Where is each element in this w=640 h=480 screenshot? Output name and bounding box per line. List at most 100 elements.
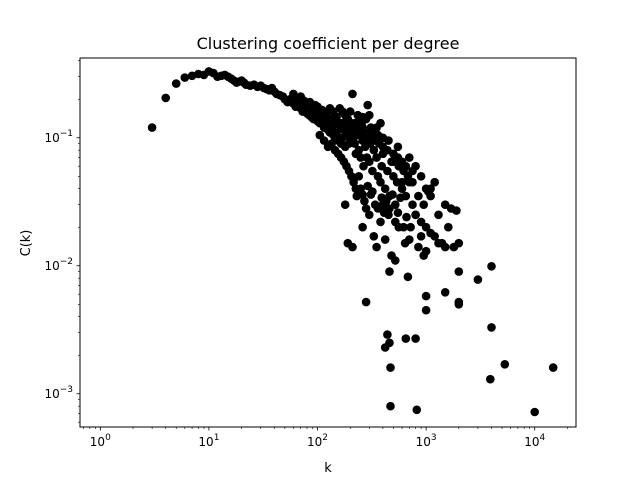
data-point (363, 100, 373, 110)
chart-title: Clustering coefficient per degree (197, 34, 460, 53)
data-point (473, 275, 483, 284)
data-point (386, 401, 395, 411)
data-point (350, 118, 360, 128)
data-point (360, 196, 369, 206)
x-axis-ticks: 100 101 102 103 104 (83, 427, 568, 449)
data-point (356, 153, 366, 162)
data-point (405, 153, 414, 162)
data-point (452, 206, 461, 215)
data-point (454, 297, 464, 307)
data-point (348, 89, 357, 99)
data-point (332, 128, 341, 137)
data-point (444, 222, 453, 232)
data-point (325, 104, 335, 113)
data-point (411, 210, 420, 220)
data-point (369, 145, 379, 155)
data-point (414, 191, 423, 201)
data-point (368, 166, 377, 176)
data-point (419, 200, 429, 209)
data-point (378, 142, 388, 152)
data-point (391, 256, 400, 265)
data-point (421, 305, 431, 315)
data-point (372, 242, 381, 252)
x-tick-label: 103 (416, 433, 437, 449)
data-point (349, 177, 358, 187)
data-point (391, 217, 400, 227)
data-point (319, 136, 329, 145)
data-point (454, 267, 464, 276)
data-point (412, 405, 422, 415)
data-point (372, 153, 381, 162)
data-point (393, 142, 403, 152)
data-point (402, 212, 411, 222)
data-point (487, 323, 496, 332)
data-point (385, 204, 394, 213)
data-point (358, 190, 367, 199)
data-point (530, 407, 539, 417)
data-point (401, 334, 411, 343)
data-point (500, 360, 510, 369)
data-point (383, 166, 392, 176)
data-point (358, 112, 367, 122)
data-point (377, 161, 387, 171)
data-point (361, 297, 371, 307)
data-point (397, 177, 407, 187)
data-point (358, 222, 367, 232)
data-point (421, 222, 431, 232)
data-point (434, 210, 443, 220)
data-point (385, 338, 394, 348)
data-point (388, 190, 397, 199)
data-point (359, 161, 368, 171)
data-point (399, 222, 408, 232)
data-point (548, 363, 558, 372)
data-point (486, 374, 495, 384)
data-point (373, 130, 383, 140)
data-point (393, 153, 403, 162)
data-point (383, 330, 392, 339)
data-point (382, 196, 391, 206)
data-point (348, 242, 357, 252)
data-point (365, 157, 374, 166)
data-point (454, 238, 464, 248)
data-point (430, 177, 440, 187)
data-point (416, 232, 426, 241)
data-point (350, 139, 360, 148)
data-point (171, 79, 181, 88)
data-point (180, 73, 190, 82)
data-point (376, 217, 385, 227)
data-point (487, 262, 496, 271)
data-point (376, 118, 385, 128)
data-point (354, 172, 364, 181)
data-point (397, 184, 407, 193)
x-tick-label: 102 (307, 433, 328, 449)
data-point (401, 161, 411, 171)
data-point (373, 204, 383, 213)
data-point (369, 232, 379, 241)
data-point (363, 181, 373, 191)
data-point (440, 242, 450, 252)
data-point (411, 161, 420, 171)
data-point (421, 246, 431, 256)
x-tick-label: 104 (524, 433, 545, 449)
data-point (385, 267, 394, 276)
data-point (440, 288, 450, 297)
data-point (414, 242, 423, 252)
data-point (365, 210, 374, 220)
y-axis-ticks: 10−3 10−2 10−1 (44, 60, 80, 423)
x-tick-label: 101 (198, 433, 219, 449)
data-point (421, 291, 431, 301)
data-point (161, 93, 170, 103)
data-point (396, 193, 405, 202)
data-points (147, 67, 558, 417)
data-point (416, 172, 426, 181)
data-point (426, 228, 435, 238)
data-point (366, 190, 376, 199)
data-point (426, 184, 435, 193)
data-point (147, 123, 157, 132)
x-tick-label: 100 (90, 433, 111, 449)
data-point (321, 112, 331, 122)
data-point (426, 191, 435, 201)
data-point (338, 133, 347, 143)
